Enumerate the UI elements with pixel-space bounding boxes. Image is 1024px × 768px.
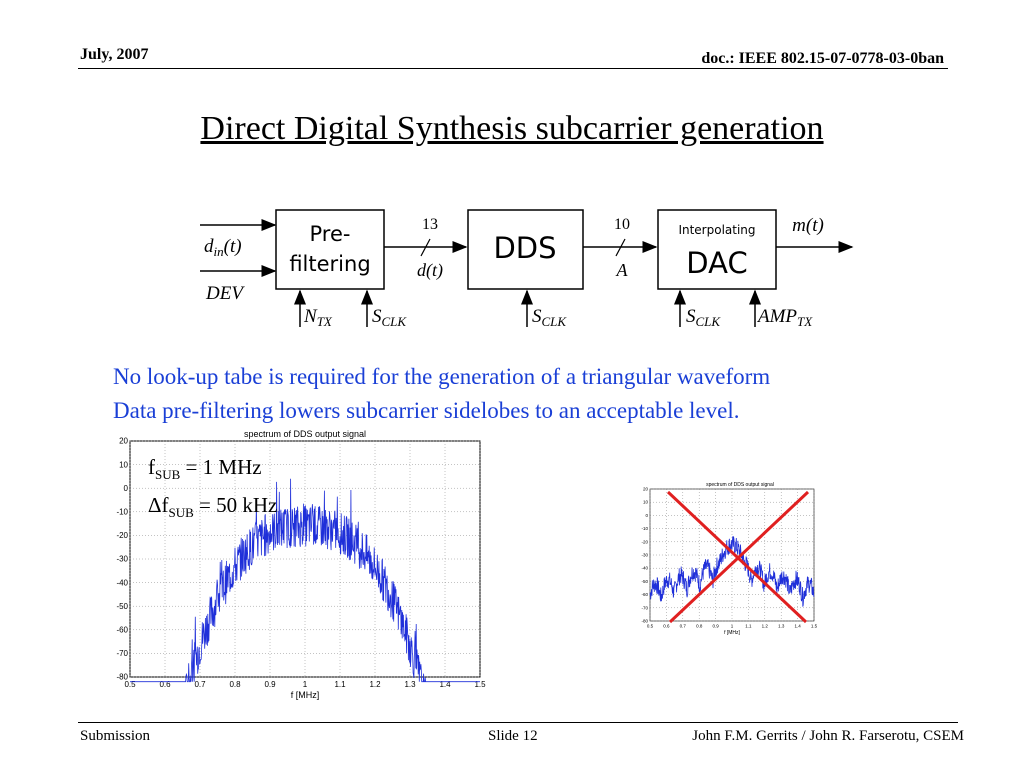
x-tick-label: 0.6	[663, 624, 670, 629]
signal-dt: d(t)	[417, 260, 443, 281]
header-doc-id: doc.: IEEE 802.15-07-0778-03-0ban	[701, 50, 944, 67]
spectrum-plot-large: spectrum of DDS output signal 20 10 0 -10 -2…	[116, 429, 486, 700]
signal-sclk-2: SCLK	[532, 306, 567, 329]
header-divider	[78, 68, 948, 69]
dds-block	[467, 209, 584, 290]
signal-sclk-1: SCLK	[372, 306, 407, 329]
x-tick-label: 0.8	[696, 624, 703, 629]
plot-large-xticks: 0.5 0.6 0.7 0.8 0.9 1 1.1 1.2 1.3 1.4 1.5	[124, 680, 486, 689]
param-dfsub: ΔfSUB = 50 kHz	[148, 493, 278, 521]
dac-block	[657, 209, 777, 290]
x-tick-label: 1.3	[778, 624, 785, 629]
dac-small-label: Interpolating	[678, 223, 755, 237]
signal-amptx: AMPTX	[756, 306, 813, 329]
x-tick-label: 0.9	[712, 624, 719, 629]
signal-a: A	[616, 260, 629, 280]
parameter-box: fSUB = 1 MHz ΔfSUB = 50 kHz	[148, 452, 277, 528]
y-tick-label: -10	[641, 526, 648, 531]
block-diagram: Pre- filtering 13 d(t) DDS 10 A Interpol…	[200, 209, 854, 329]
x-tick-label: 1.5	[811, 624, 818, 629]
x-tick-label: 1	[303, 680, 308, 689]
y-tick-label: 20	[643, 487, 649, 492]
prefilter-block	[275, 209, 385, 290]
x-tick-label: 0.7	[680, 624, 687, 629]
y-tick-label: -80	[641, 619, 648, 624]
bus-width-13: 13	[422, 216, 438, 233]
y-tick-label: -80	[116, 673, 128, 682]
dds-label: DDS	[493, 231, 556, 265]
y-tick-label: 0	[645, 513, 648, 518]
spectrum-plot-small: spectrum of DDS output signal 20 10 0 -10 -2…	[641, 482, 818, 636]
x-tick-label: 1.1	[334, 680, 346, 689]
x-tick-label: 1.3	[404, 680, 416, 689]
x-tick-label: 0.7	[194, 680, 206, 689]
plot-small-trace	[649, 536, 815, 607]
signal-ntx: NTX	[303, 306, 333, 329]
y-tick-label: -70	[116, 649, 128, 658]
y-tick-label: 10	[643, 500, 649, 505]
y-tick-label: -50	[116, 602, 128, 611]
footer-authors: John F.M. Gerrits / John R. Farserotu, C…	[692, 728, 964, 744]
x-tick-label: 1.4	[439, 680, 451, 689]
y-tick-label: -60	[116, 625, 128, 634]
plot-small-title: spectrum of DDS output signal	[706, 482, 774, 488]
plot-small-grid	[649, 488, 815, 622]
x-tick-label: 0.5	[647, 624, 654, 629]
header-date: July, 2007	[80, 46, 149, 63]
y-tick-label: -10	[116, 507, 128, 516]
plot-large-xlabel: f [MHz]	[291, 690, 320, 700]
bus-slash-2	[615, 238, 626, 257]
y-tick-label: 20	[119, 437, 128, 446]
prefilter-label-2: filtering	[289, 252, 370, 276]
y-tick-label: -60	[641, 592, 648, 597]
x-tick-label: 0.9	[264, 680, 276, 689]
y-tick-label: -50	[641, 579, 648, 584]
notes: No look-up tabe is required for the gene…	[113, 360, 770, 428]
plot-large-trace	[130, 478, 480, 683]
signal-din: din(t)	[204, 236, 242, 259]
x-tick-label: 1.2	[762, 624, 769, 629]
x-tick-label: 1.4	[794, 624, 801, 629]
x-tick-label: 1.5	[474, 680, 486, 689]
footer-slide-number: Slide 12	[488, 728, 538, 744]
footer-left: Submission	[80, 728, 151, 744]
plot-small-xticks: 0.5 0.6 0.7 0.8 0.9 1 1.1 1.2 1.3 1.4 1.5	[647, 624, 818, 629]
y-tick-label: -30	[116, 555, 128, 564]
bus-slash-1	[420, 238, 431, 257]
footer-divider	[78, 722, 958, 723]
y-tick-label: 0	[124, 484, 129, 493]
dac-label: DAC	[686, 246, 747, 280]
signal-mt: m(t)	[792, 215, 824, 236]
plot-large-yticks: 20 10 0 -10 -20 -30 -40 -50 -60 -70 -80	[116, 437, 128, 682]
y-tick-label: -20	[641, 539, 648, 544]
x-tick-label: 0.6	[159, 680, 171, 689]
y-tick-label: -40	[116, 578, 128, 587]
x-tick-label: 1	[731, 624, 734, 629]
note-line-1: No look-up tabe is required for the gene…	[113, 364, 771, 389]
x-tick-label: 0.5	[124, 680, 136, 689]
plot-large-title: spectrum of DDS output signal	[244, 429, 366, 439]
plot-small-xlabel: f [MHz]	[724, 630, 740, 636]
slide-title: Direct Digital Synthesis subcarrier gene…	[200, 110, 824, 147]
signal-dev: DEV	[205, 283, 245, 304]
prefilter-label-1: Pre-	[310, 222, 351, 246]
bus-width-10: 10	[614, 216, 630, 233]
y-tick-label: -30	[641, 553, 648, 558]
y-tick-label: -20	[116, 531, 128, 540]
cross-out-line-2	[668, 490, 810, 624]
plot-small-yticks: 20 10 0 -10 -20 -30 -40 -50 -60 -70 -80	[641, 487, 648, 624]
y-tick-label: -70	[641, 605, 648, 610]
signal-sclk-3: SCLK	[686, 306, 721, 329]
x-tick-label: 1.2	[369, 680, 381, 689]
note-line-2: Data pre-filtering lowers subcarrier sid…	[113, 398, 740, 423]
x-tick-label: 0.8	[229, 680, 241, 689]
param-fsub: fSUB = 1 MHz	[148, 455, 262, 483]
y-tick-label: 10	[119, 460, 128, 469]
y-tick-label: -40	[641, 566, 648, 571]
x-tick-label: 1.1	[745, 624, 752, 629]
